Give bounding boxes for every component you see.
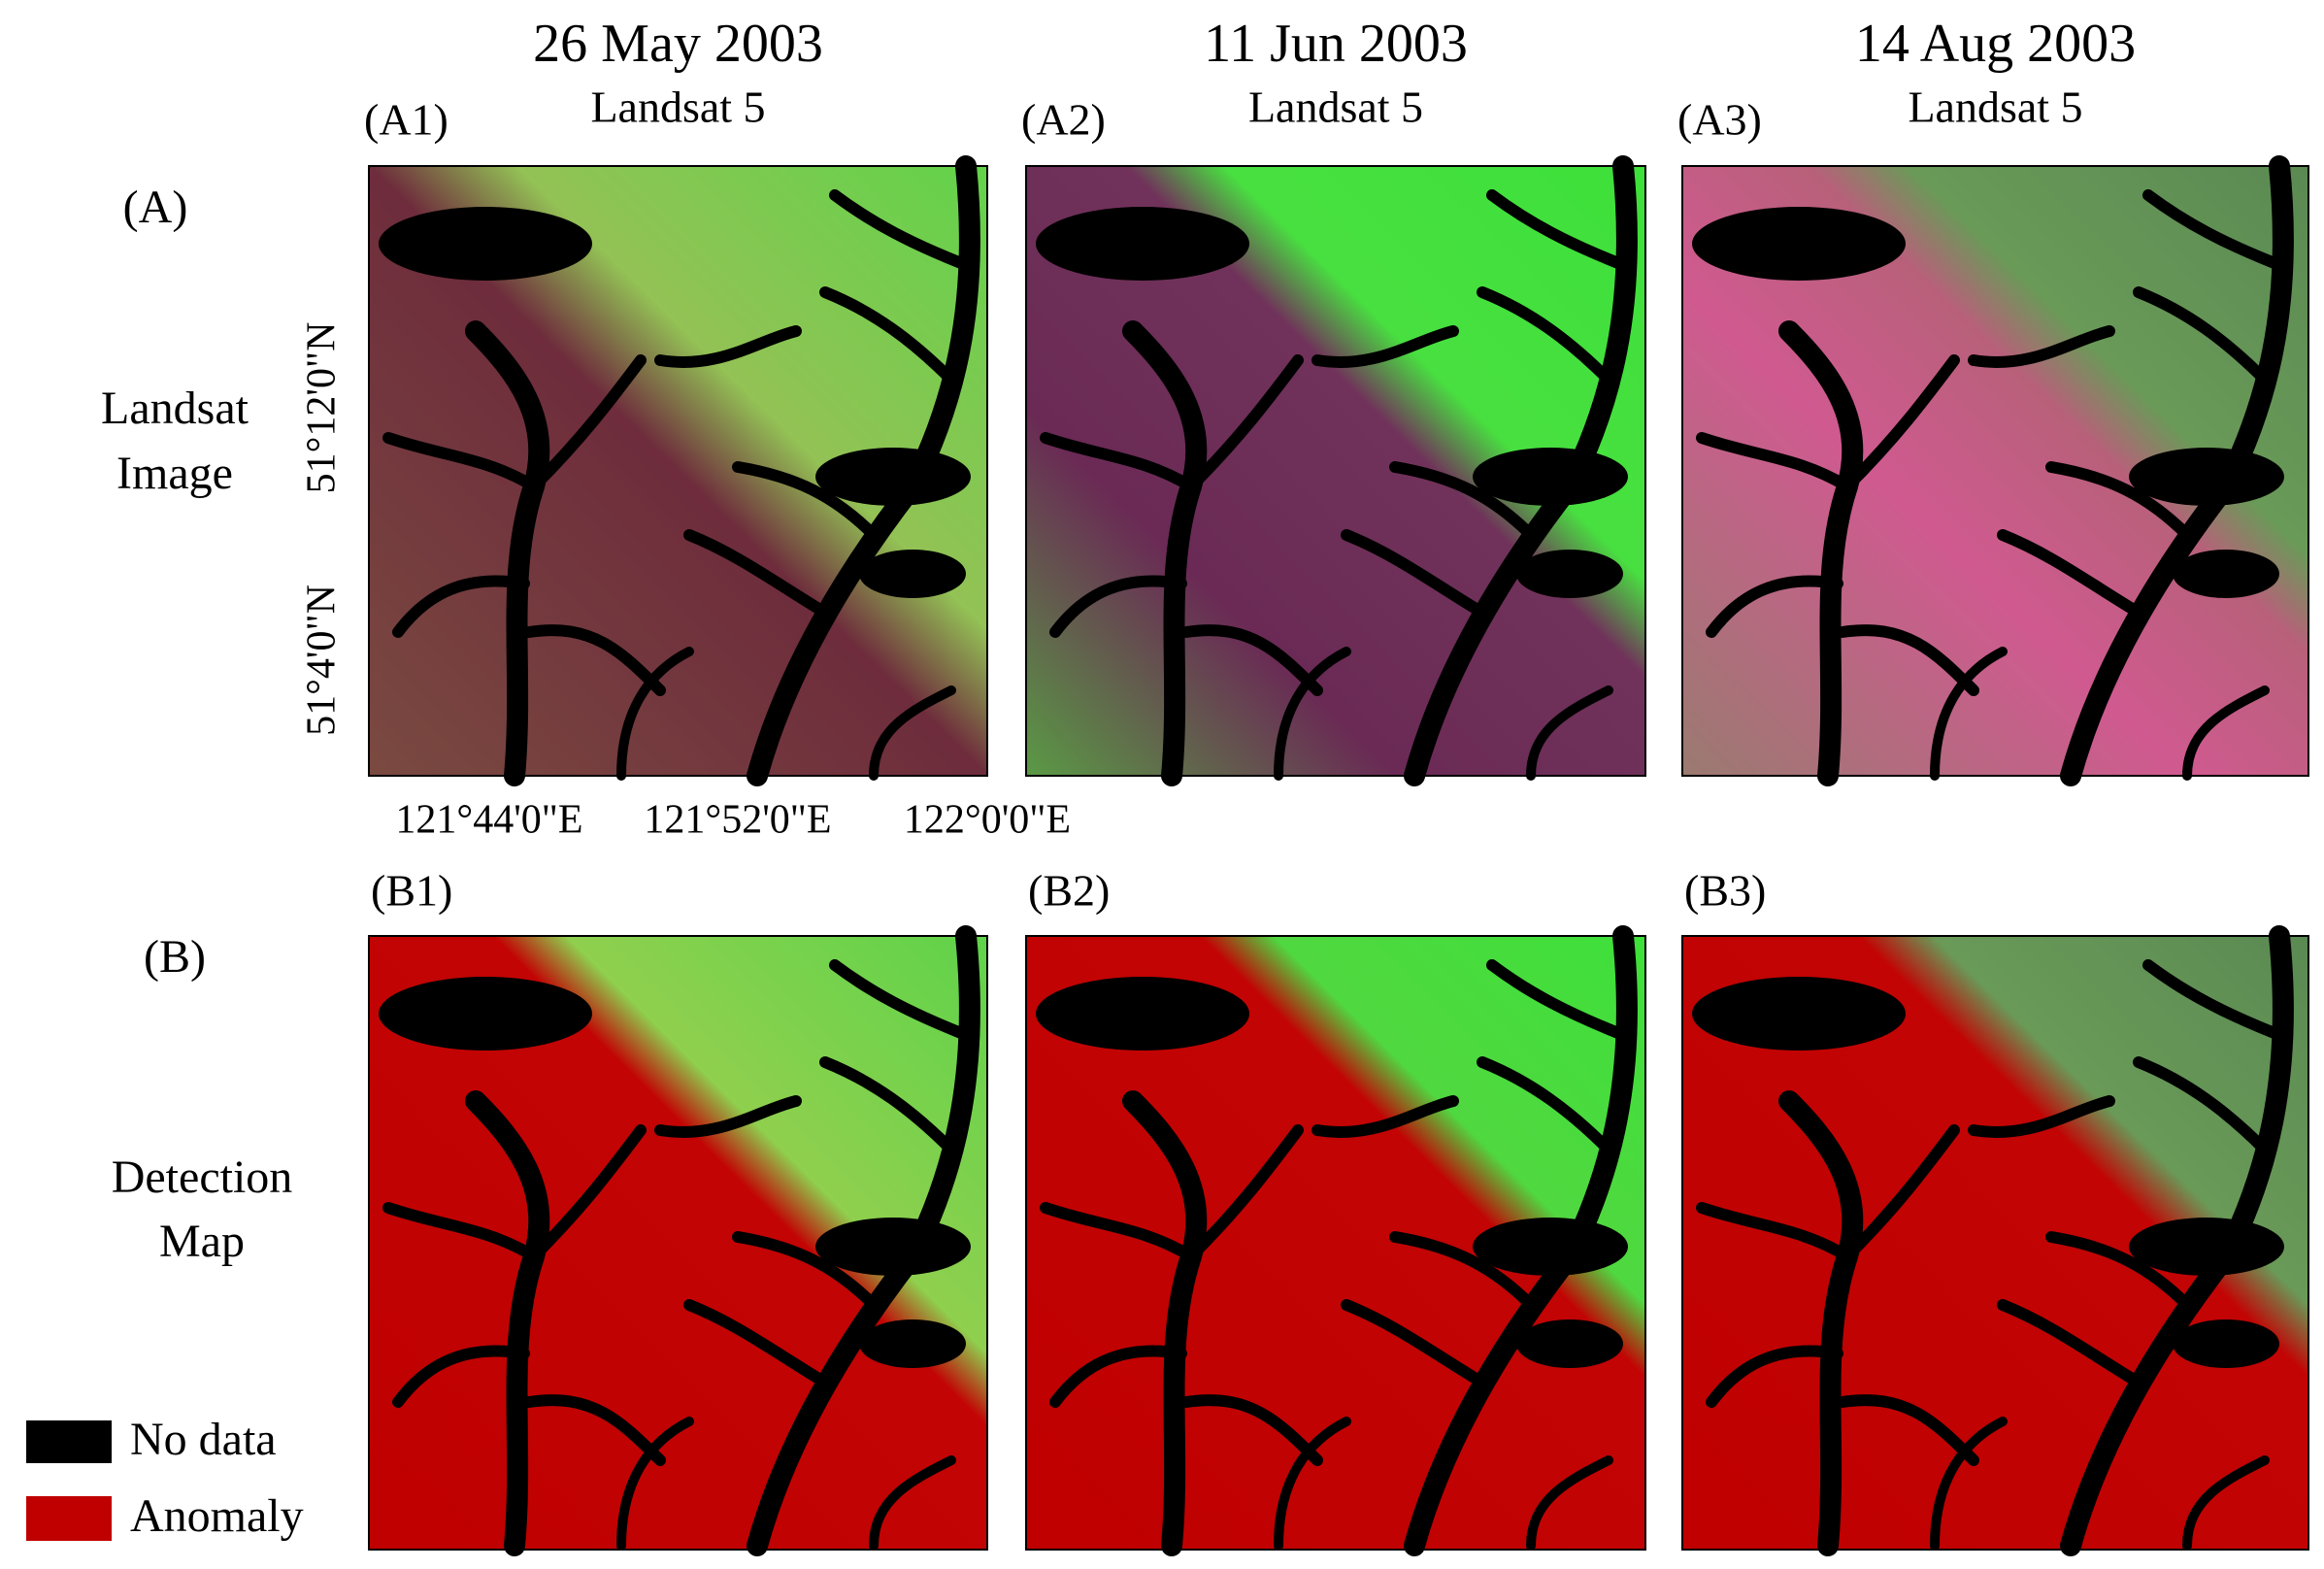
- panel-frame: [368, 165, 988, 777]
- row-name: Detection: [112, 1152, 293, 1203]
- legend-swatch: [26, 1420, 112, 1463]
- image-panel: [368, 935, 988, 1551]
- panel-frame: [1025, 165, 1646, 777]
- column-sensor: Landsat 5: [1248, 83, 1423, 132]
- row-label: (A): [123, 182, 188, 233]
- column-date: 14 Aug 2003: [1855, 14, 2136, 74]
- row-name: Image: [116, 448, 233, 499]
- panel-frame: [368, 935, 988, 1551]
- panel-frame: [1025, 935, 1646, 1551]
- panel-label: (B2): [1028, 866, 1110, 916]
- panel-label: (A3): [1677, 95, 1762, 145]
- column-date: 11 Jun 2003: [1204, 14, 1468, 74]
- column-date: 26 May 2003: [533, 14, 823, 74]
- panel-label: (B1): [371, 866, 452, 916]
- panel-frame: [1681, 165, 2309, 777]
- image-panel: [368, 165, 988, 777]
- column-sensor: Landsat 5: [590, 83, 765, 132]
- image-panel: [1025, 935, 1646, 1551]
- row-label: (B): [144, 931, 206, 983]
- panels: [368, 165, 2309, 1551]
- image-panel: [1681, 165, 2309, 777]
- panel-label: (A1): [364, 95, 448, 145]
- image-panel: [1681, 935, 2309, 1551]
- column-sensor: Landsat 5: [1908, 83, 2082, 132]
- lon-label: 122°0'0"E: [904, 798, 1071, 843]
- panel-label: (B3): [1684, 866, 1766, 916]
- lon-label: 121°52'0"E: [644, 798, 831, 843]
- labels: 26 May 2003 Landsat 5 (A1) (B1) 11 Jun 2003 L…: [364, 14, 2136, 916]
- row-name: Landsat: [101, 383, 249, 434]
- lat-label: 51°4'0"N: [300, 584, 345, 736]
- legend-label: Anomaly: [130, 1490, 304, 1542]
- legend-swatch: [26, 1496, 112, 1541]
- panel-label: (A2): [1021, 95, 1106, 145]
- row-name: Map: [159, 1216, 245, 1267]
- legend-label: No data: [130, 1414, 277, 1465]
- lon-label: 121°44'0"E: [395, 798, 582, 843]
- panel-frame: [1681, 935, 2309, 1551]
- image-panel: [1025, 165, 1646, 777]
- lat-label: 51°12'0"N: [300, 322, 345, 494]
